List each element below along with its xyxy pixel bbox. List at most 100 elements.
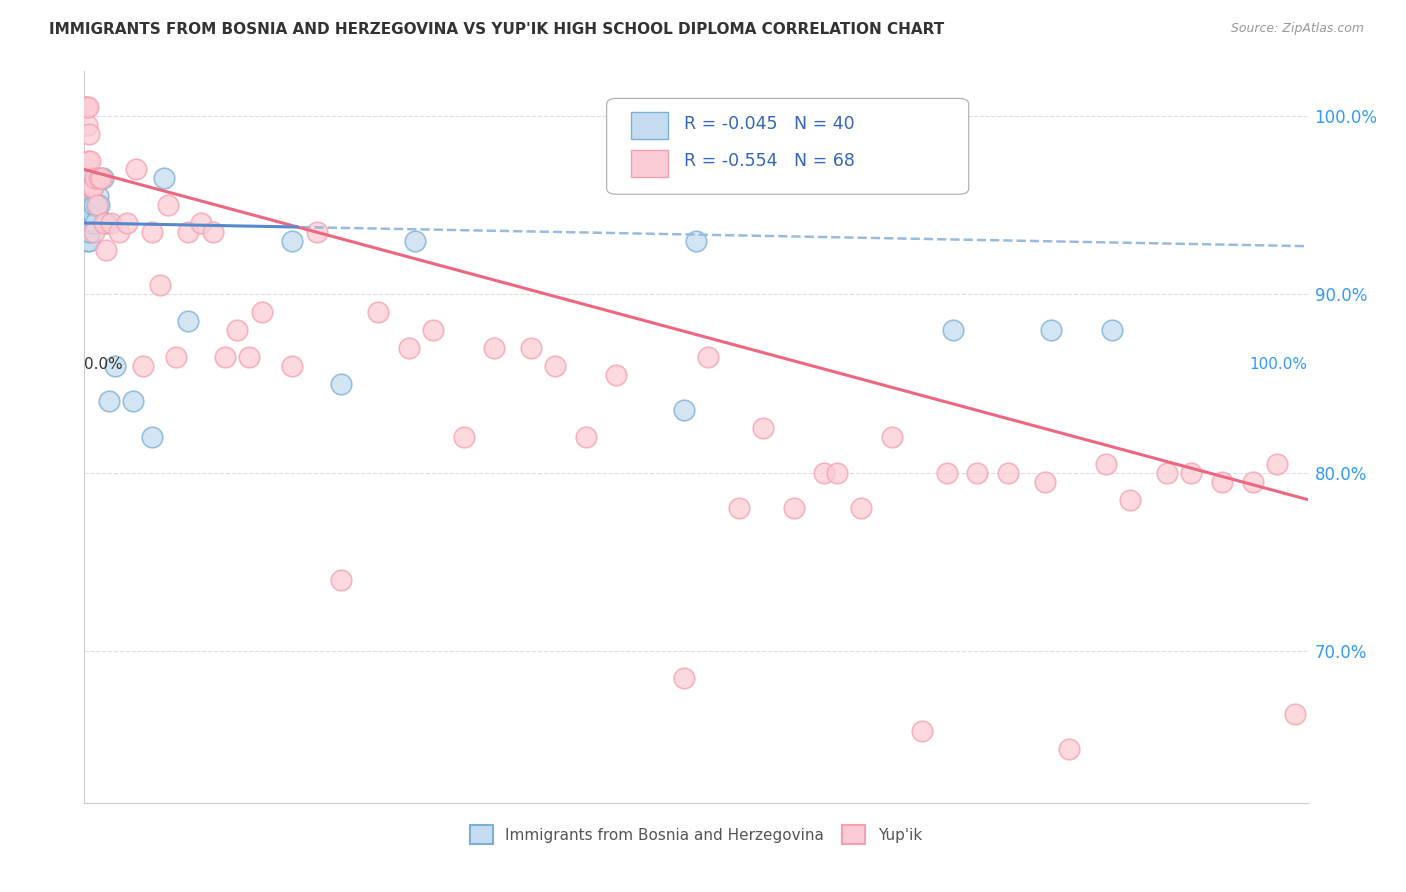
Point (849, 501, 872, 516)
Point (77, 216, 100, 230)
Point (86, 198, 108, 212)
Point (84, 216, 107, 230)
Point (76, 234, 98, 248)
Point (281, 359, 304, 373)
Point (367, 305, 389, 319)
Point (156, 198, 179, 212)
Point (305, 225, 328, 239)
Point (1265, 457, 1288, 471)
Point (80, 216, 103, 230)
Point (77, 189, 100, 203)
Point (398, 341, 420, 355)
Point (86, 198, 108, 212)
Point (84, 171, 107, 186)
Point (77, 198, 100, 212)
Point (77, 100, 100, 114)
Point (76, 100, 98, 114)
Point (141, 225, 163, 239)
Point (75, 207, 97, 221)
Point (1241, 475, 1264, 489)
Point (190, 216, 212, 230)
Point (79, 225, 101, 239)
Point (1039, 323, 1062, 337)
Point (79, 189, 101, 203)
Point (77, 153, 100, 168)
Text: 100.0%: 100.0% (1250, 357, 1308, 372)
Point (1211, 475, 1233, 489)
Point (82, 180, 104, 194)
Point (813, 466, 835, 480)
Point (544, 359, 567, 373)
Point (83, 225, 105, 239)
Point (153, 171, 176, 186)
Point (76, 216, 98, 230)
Point (404, 234, 426, 248)
Point (697, 350, 720, 364)
Point (752, 421, 775, 435)
Point (77, 127, 100, 141)
Point (107, 225, 129, 239)
Point (880, 430, 903, 444)
Point (226, 323, 249, 337)
Point (141, 430, 163, 444)
Point (87, 189, 110, 203)
Point (783, 501, 806, 516)
Point (422, 323, 444, 337)
FancyBboxPatch shape (631, 112, 668, 139)
Point (177, 314, 200, 328)
Text: IMMIGRANTS FROM BOSNIA AND HERZEGOVINA VS YUP'IK HIGH SCHOOL DIPLOMA CORRELATION: IMMIGRANTS FROM BOSNIA AND HERZEGOVINA V… (49, 22, 945, 37)
Point (330, 376, 353, 391)
Point (214, 350, 236, 364)
Point (238, 350, 260, 364)
Point (97, 394, 120, 409)
Point (115, 216, 138, 230)
Point (76, 118, 98, 132)
Point (281, 234, 304, 248)
Point (966, 466, 988, 480)
FancyBboxPatch shape (606, 98, 969, 194)
Point (250, 305, 273, 319)
Point (80, 180, 103, 194)
Legend: Immigrants from Bosnia and Herzegovina, Yup'ik: Immigrants from Bosnia and Herzegovina, … (464, 819, 928, 850)
Point (79, 207, 101, 221)
Point (80, 198, 103, 212)
Point (96, 216, 118, 230)
Point (93, 216, 115, 230)
Point (482, 341, 505, 355)
Point (83, 198, 105, 212)
Point (825, 466, 848, 480)
Text: Source: ZipAtlas.com: Source: ZipAtlas.com (1230, 22, 1364, 36)
Point (605, 368, 627, 382)
Point (672, 671, 695, 685)
Point (82, 207, 104, 221)
Point (1033, 475, 1056, 489)
Point (727, 501, 749, 516)
Point (149, 278, 172, 293)
Point (96, 243, 118, 257)
Point (87, 198, 110, 212)
Point (935, 466, 957, 480)
Point (77, 234, 100, 248)
Point (75, 100, 97, 114)
Point (77, 171, 100, 186)
Point (911, 724, 934, 739)
Text: R = -0.045   N = 40: R = -0.045 N = 40 (683, 115, 855, 133)
Point (165, 350, 187, 364)
Point (100, 216, 122, 230)
Point (90, 171, 112, 186)
Point (104, 359, 127, 373)
Text: R = -0.554   N = 68: R = -0.554 N = 68 (683, 153, 855, 170)
Point (330, 573, 353, 587)
Point (77, 207, 100, 221)
Text: 0.0%: 0.0% (84, 357, 124, 372)
Point (79, 180, 101, 194)
Point (76, 180, 98, 194)
Point (997, 466, 1019, 480)
Point (685, 234, 707, 248)
Point (132, 359, 155, 373)
Point (1101, 323, 1123, 337)
Point (1094, 457, 1116, 471)
Point (1119, 492, 1142, 507)
Point (177, 225, 200, 239)
Point (453, 430, 475, 444)
